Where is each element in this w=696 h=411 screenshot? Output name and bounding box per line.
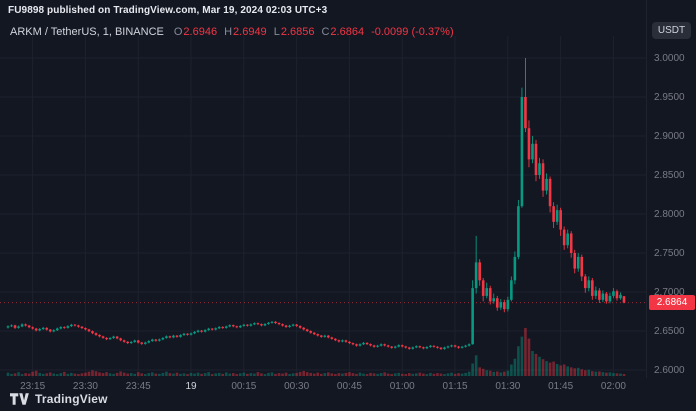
time-tick-label: 23:30 xyxy=(72,381,98,392)
price-tick-label: 2.7500 xyxy=(654,248,685,259)
close-value: 2.6864 xyxy=(330,26,365,38)
ohlc-close: C2.6864 xyxy=(321,26,364,38)
price-tick-label: 2.7000 xyxy=(654,287,685,298)
price-tick-label: 3.0000 xyxy=(654,53,685,64)
symbol-title[interactable]: ARKM / TetherUS, 1, BINANCE xyxy=(10,26,164,38)
price-axis[interactable]: USDT 2.6864 3.0000 2.9500 2.9000 2.8500 2.80… xyxy=(646,0,696,378)
time-tick-label: 00:45 xyxy=(336,381,362,392)
time-tick-label: 01:45 xyxy=(548,381,574,392)
price-tick-label: 2.8500 xyxy=(654,170,685,181)
time-axis[interactable]: 23:15 23:30 23:45 19 00:15 00:30 00:45 01:00 01:… xyxy=(0,378,646,394)
price-tick-label: 2.6000 xyxy=(654,365,685,376)
tradingview-wordmark: TradingView xyxy=(35,392,108,406)
change-value: -0.0099 (-0.37%) xyxy=(371,26,454,38)
chart-legend: ARKM / TetherUS, 1, BINANCE O2.6946 H2.6… xyxy=(10,26,454,38)
ohlc-open: O2.6946 xyxy=(174,26,217,38)
low-value: 2.6856 xyxy=(280,26,315,38)
time-tick-label: 02:00 xyxy=(600,381,626,392)
time-tick-label: 23:15 xyxy=(20,381,46,392)
tradingview-branding[interactable]: TradingView xyxy=(10,392,108,406)
publish-note: FU9898 published on TradingView.com, Mar… xyxy=(8,5,328,16)
currency-label: USDT xyxy=(652,22,691,39)
time-tick-label: 23:45 xyxy=(125,381,151,392)
price-tick-label: 2.6500 xyxy=(654,326,685,337)
high-value: 2.6949 xyxy=(233,26,267,38)
ohlc-low: L2.6856 xyxy=(274,26,315,38)
tradingview-logo-icon xyxy=(10,393,29,405)
time-tick-label: 01:15 xyxy=(442,381,468,392)
time-tick-label: 19 xyxy=(185,381,197,392)
time-tick-label: 00:30 xyxy=(284,381,310,392)
candlestick-chart[interactable] xyxy=(0,0,646,378)
open-label: O xyxy=(173,26,183,38)
price-tick-label: 2.9500 xyxy=(654,92,685,103)
open-value: 2.6946 xyxy=(183,26,218,38)
time-tick-label: 00:15 xyxy=(231,381,257,392)
price-tick-label: 2.8000 xyxy=(654,209,685,220)
time-tick-label: 01:00 xyxy=(389,381,415,392)
close-label: C xyxy=(321,26,330,38)
last-price-badge: 2.6864 xyxy=(649,294,695,310)
high-label: H xyxy=(224,26,233,38)
low-label: L xyxy=(273,26,280,38)
time-tick-label: 01:30 xyxy=(495,381,521,392)
ohlc-high: H2.6949 xyxy=(224,26,267,38)
price-tick-label: 2.9000 xyxy=(654,131,685,142)
